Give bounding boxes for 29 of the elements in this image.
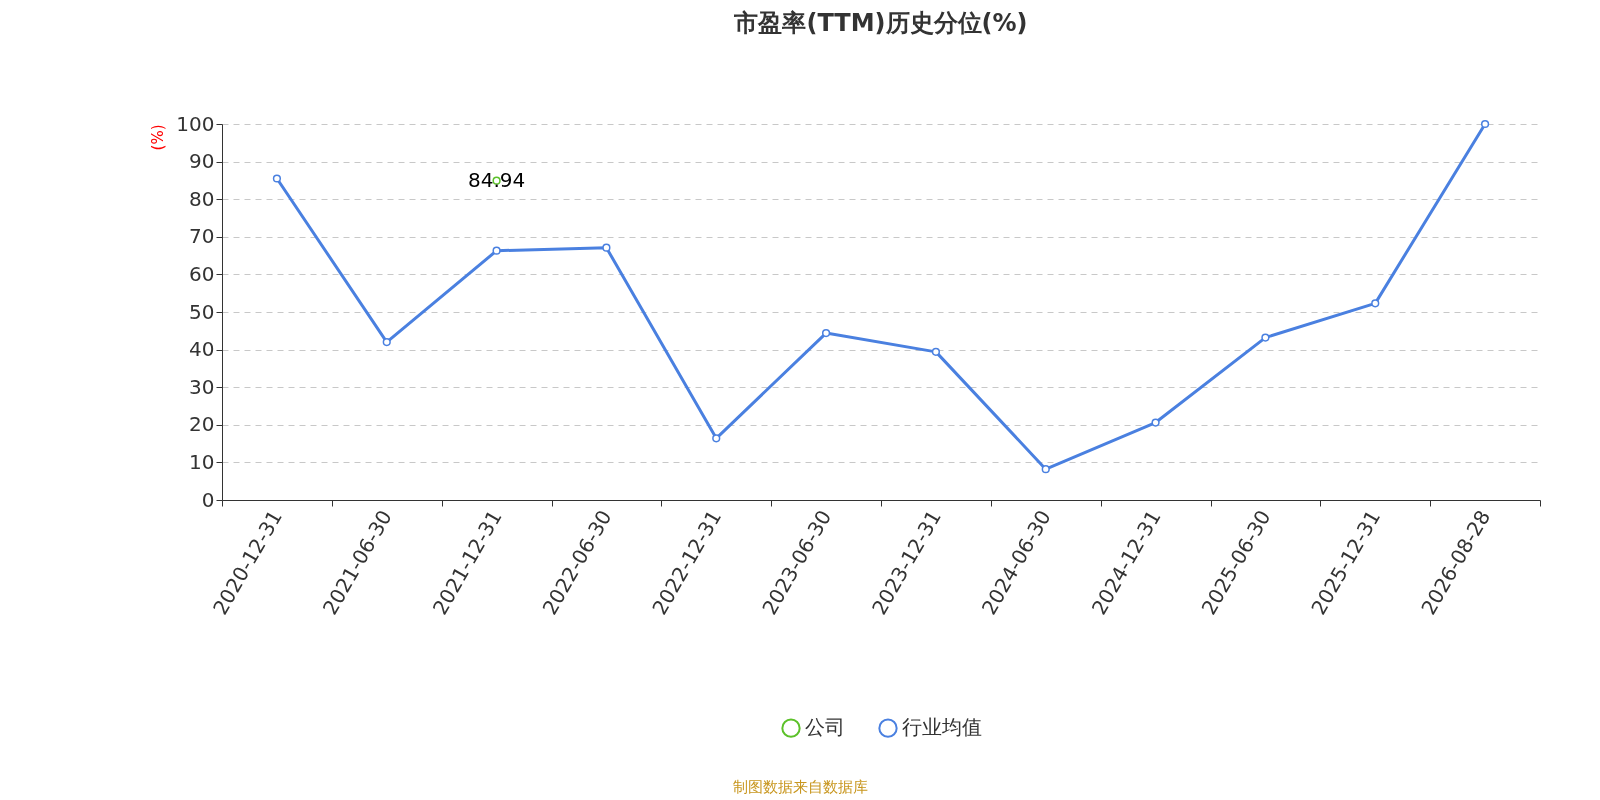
y-tick-label: 90 [189, 149, 215, 174]
point [492, 246, 501, 255]
legend-label: 公司 [805, 715, 845, 740]
point [1151, 418, 1160, 427]
point [1480, 119, 1490, 129]
point [272, 174, 282, 183]
point [931, 347, 941, 356]
point [1261, 333, 1270, 342]
y-tick-label: 10 [189, 449, 215, 474]
y-tick-label: 20 [189, 412, 215, 437]
legend-label: 行业均值 [902, 715, 982, 740]
text: 制图数据来自数据库 [731, 778, 869, 797]
y-tick-label: 70 [189, 224, 215, 249]
y-tick-label: 40 [189, 337, 215, 362]
y-tick-label: 100 [176, 111, 215, 136]
point [712, 434, 721, 443]
point [821, 328, 831, 338]
y-tick-label: 0 [201, 487, 215, 512]
y-tick-label: 60 [189, 261, 215, 286]
chart-title: 市盈率(TTM)历史分位(%) [733, 9, 1028, 37]
point [602, 243, 611, 252]
point [1041, 465, 1050, 474]
y-tick-label: 30 [189, 374, 215, 399]
point [382, 337, 391, 347]
y-axis-title: (%) [149, 124, 168, 151]
data-label: 84.94 [467, 167, 526, 192]
point [1371, 299, 1380, 308]
y-tick-label: 80 [189, 186, 215, 211]
y-tick-label: 50 [189, 299, 215, 324]
